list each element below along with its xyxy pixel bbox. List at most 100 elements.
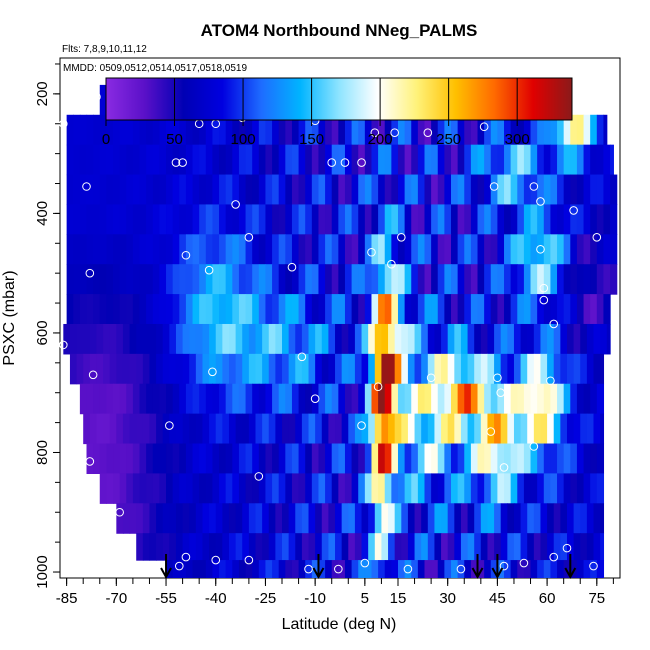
heatmap-cell	[166, 473, 174, 504]
heatmap-cell	[374, 353, 383, 385]
heatmap-cell	[361, 503, 369, 534]
heatmap-cell	[590, 443, 598, 475]
heatmap-cell	[79, 264, 88, 295]
heatmap-cell	[255, 323, 263, 355]
heatmap-cell	[192, 144, 200, 176]
heatmap-cell	[268, 413, 276, 445]
heatmap-cell	[132, 234, 141, 265]
heatmap-cell	[467, 503, 475, 534]
heatmap-cell	[182, 413, 190, 445]
heatmap-cell	[494, 533, 502, 561]
heatmap-cell	[603, 144, 611, 176]
heatmap-cell	[341, 413, 349, 445]
heatmap-cell	[99, 294, 107, 325]
heatmap-cell	[470, 264, 479, 295]
heatmap-cell	[540, 413, 548, 445]
heatmap-cell	[166, 144, 174, 176]
heatmap-cell	[318, 473, 326, 504]
heatmap-cell	[391, 294, 399, 325]
sample-marker	[479, 122, 489, 132]
heatmap-cell	[132, 473, 141, 504]
heatmap-cell	[242, 413, 250, 445]
heatmap-cell	[484, 264, 492, 295]
heatmap-cell	[126, 294, 134, 325]
heatmap-cell	[344, 234, 353, 265]
heatmap-cell	[278, 473, 286, 504]
heatmap-cell	[570, 294, 578, 325]
heatmap-cell	[457, 443, 465, 475]
heatmap-cell	[325, 294, 333, 325]
heatmap-cell	[325, 264, 333, 295]
heatmap-cell	[437, 174, 445, 206]
heatmap-cell	[470, 234, 479, 265]
heatmap-cell	[232, 560, 240, 578]
heatmap-cell	[142, 323, 151, 355]
heatmap-cell	[248, 353, 257, 385]
heatmap-cell	[457, 383, 465, 415]
heatmap-cell	[179, 204, 187, 235]
heatmap-cell	[252, 174, 260, 206]
heatmap-cell	[497, 473, 505, 504]
heatmap-cell	[179, 174, 187, 206]
heatmap-cell	[507, 503, 515, 534]
colorbar-gradient	[106, 78, 572, 120]
heatmap-cell	[434, 533, 442, 561]
heatmap-cell	[557, 264, 565, 295]
heatmap-cell	[586, 413, 595, 445]
heatmap-cell	[417, 560, 426, 578]
heatmap-cell	[583, 294, 591, 325]
heatmap-cell	[590, 114, 598, 146]
heatmap-cell	[464, 114, 472, 146]
heatmap-cell	[441, 353, 449, 385]
heatmap-cell	[268, 503, 276, 534]
heatmap-cell	[288, 503, 296, 534]
heatmap-cell	[364, 204, 373, 235]
heatmap-cell	[179, 234, 187, 265]
marker-layer	[59, 92, 602, 574]
heatmap-cell	[298, 383, 306, 415]
heatmap-cell	[126, 114, 134, 146]
heatmap-cell	[252, 264, 260, 295]
heatmap-cell	[348, 353, 356, 385]
heatmap-cell	[305, 174, 313, 206]
heatmap-cell	[543, 174, 552, 206]
heatmap-cell	[603, 234, 611, 265]
heatmap-cell	[361, 323, 369, 355]
heatmap-cell	[411, 204, 419, 235]
heatmap-cell	[517, 204, 525, 235]
heatmap-cell	[258, 114, 267, 146]
heatmap-cell	[523, 264, 532, 295]
heatmap-cell	[391, 443, 399, 475]
heatmap-cell	[162, 353, 170, 385]
heatmap-cell	[192, 234, 200, 265]
heatmap-cell	[354, 413, 363, 445]
heatmap-cell	[199, 560, 207, 578]
heatmap-cell	[199, 473, 207, 504]
heatmap-cell	[298, 114, 306, 146]
heatmap-cell	[550, 114, 558, 146]
heatmap-cell	[258, 294, 267, 325]
heatmap-cell	[596, 114, 605, 146]
heatmap-cell	[537, 234, 545, 265]
heatmap-cell	[152, 443, 161, 475]
heatmap-cell	[530, 234, 538, 265]
heatmap-cell	[417, 294, 426, 325]
heatmap-cell	[557, 560, 565, 578]
heatmap-cell	[451, 144, 459, 176]
heatmap-cell	[404, 383, 412, 415]
heatmap-cell	[93, 443, 101, 475]
heatmap-cell	[543, 264, 552, 295]
heatmap-cell	[437, 234, 445, 265]
heatmap-cell	[451, 264, 459, 295]
heatmap-cell	[510, 144, 518, 176]
heatmap-cell	[364, 560, 373, 578]
heatmap-cell	[79, 383, 88, 415]
heatmap-cell	[470, 443, 479, 475]
heatmap-cell	[285, 264, 293, 295]
heatmap-cell	[205, 473, 214, 504]
heatmap-cell	[113, 383, 121, 415]
heatmap-cell	[152, 264, 161, 295]
heatmap-cell	[126, 473, 134, 504]
heatmap-cell	[497, 114, 505, 146]
heatmap-cell	[371, 383, 379, 415]
